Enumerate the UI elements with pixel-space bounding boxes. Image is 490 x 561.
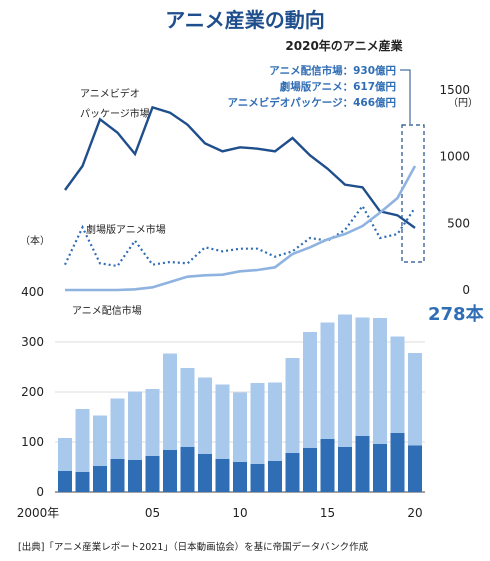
callout-connector xyxy=(400,69,411,124)
right-tick-label: 1000 xyxy=(439,150,470,164)
video-series-label-2: パッケージ市場 xyxy=(80,107,150,120)
bar-dark-segment xyxy=(180,447,195,492)
x-tick-label: 15 xyxy=(320,506,335,520)
left-tick-label: 300 xyxy=(21,335,44,349)
bar-dark-segment xyxy=(303,448,317,492)
right-axis-ticks: 1500 1000 500 0 xyxy=(439,83,470,297)
left-tick-label: 0 xyxy=(36,485,44,499)
left-axis-ticks: 400 300 200 100 0 xyxy=(21,285,44,499)
callout-box: アニメ配信市場：930億円 劇場版アニメ：617億円 アニメビデオパッケージ：4… xyxy=(227,64,425,263)
bar-dark-segment xyxy=(215,459,230,492)
source-note: [出典]「アニメ産業レポート2021」（日本動画協会）を基に帝国データバンク作成 xyxy=(18,541,369,553)
streaming-series-label: アニメ配信市場 xyxy=(72,304,142,317)
theater-line xyxy=(64,203,416,268)
streaming-line xyxy=(65,165,417,292)
bar-dark-segment xyxy=(285,453,300,492)
bar-dark-segment xyxy=(355,436,370,492)
right-tick-label: 500 xyxy=(447,216,470,230)
bar-dark-segment xyxy=(408,445,422,492)
chart-title: アニメ産業の動向 xyxy=(165,8,325,32)
bar-dark-segment xyxy=(268,461,282,492)
right-tick-label: 1500 xyxy=(439,83,470,97)
callout-streaming: アニメ配信市場：930億円 xyxy=(269,64,396,77)
chart-subtitle: 2020年のアニメ産業 xyxy=(285,38,403,53)
right-tick-label: 0 xyxy=(462,283,470,297)
x-tick-label: 10 xyxy=(232,506,247,520)
bar-dark-segment xyxy=(128,460,142,492)
right-axis-unit: （円） xyxy=(448,97,478,109)
bar-dark-segment xyxy=(320,439,335,492)
highlight-2020-box xyxy=(401,124,425,263)
left-axis-unit: （本） xyxy=(20,234,50,247)
left-tick-label: 200 xyxy=(21,385,44,399)
x-tick-label: 2000年 xyxy=(17,506,60,520)
bar-dark-segment xyxy=(93,466,107,492)
bar-dark-segment xyxy=(250,464,265,492)
bar-total xyxy=(75,409,90,492)
bar-dark-segment xyxy=(163,450,177,492)
callout-theater: 劇場版アニメ：617億円 xyxy=(280,80,396,93)
bar-dark-segment xyxy=(338,447,352,492)
callout-video: アニメビデオパッケージ：466億円 xyxy=(227,96,396,109)
bar-dark-segment xyxy=(145,456,160,492)
video-series-label-1: アニメビデオ xyxy=(80,87,140,100)
video-line xyxy=(64,105,416,229)
bar-dark-segment xyxy=(390,433,405,492)
bar-series xyxy=(58,314,422,492)
bar-dark-segment xyxy=(110,459,125,492)
bar-dark-segment xyxy=(233,462,247,492)
line-series xyxy=(64,105,417,292)
bar-dark-segment xyxy=(373,444,387,492)
x-tick-label: 20 xyxy=(407,506,422,520)
bar-dark-segment xyxy=(58,471,72,492)
bar-dark-segment xyxy=(198,454,212,492)
theater-series-label: 劇場版アニメ市場 xyxy=(86,223,166,236)
x-axis-ticks: 2000年 05 10 15 20 xyxy=(17,506,423,520)
left-tick-label: 100 xyxy=(21,435,44,449)
bar-dark-segment xyxy=(75,472,90,492)
x-tick-label: 05 xyxy=(145,506,160,520)
left-tick-label: 400 xyxy=(21,285,44,299)
bar-2020-value-label: 278本 xyxy=(428,303,484,325)
